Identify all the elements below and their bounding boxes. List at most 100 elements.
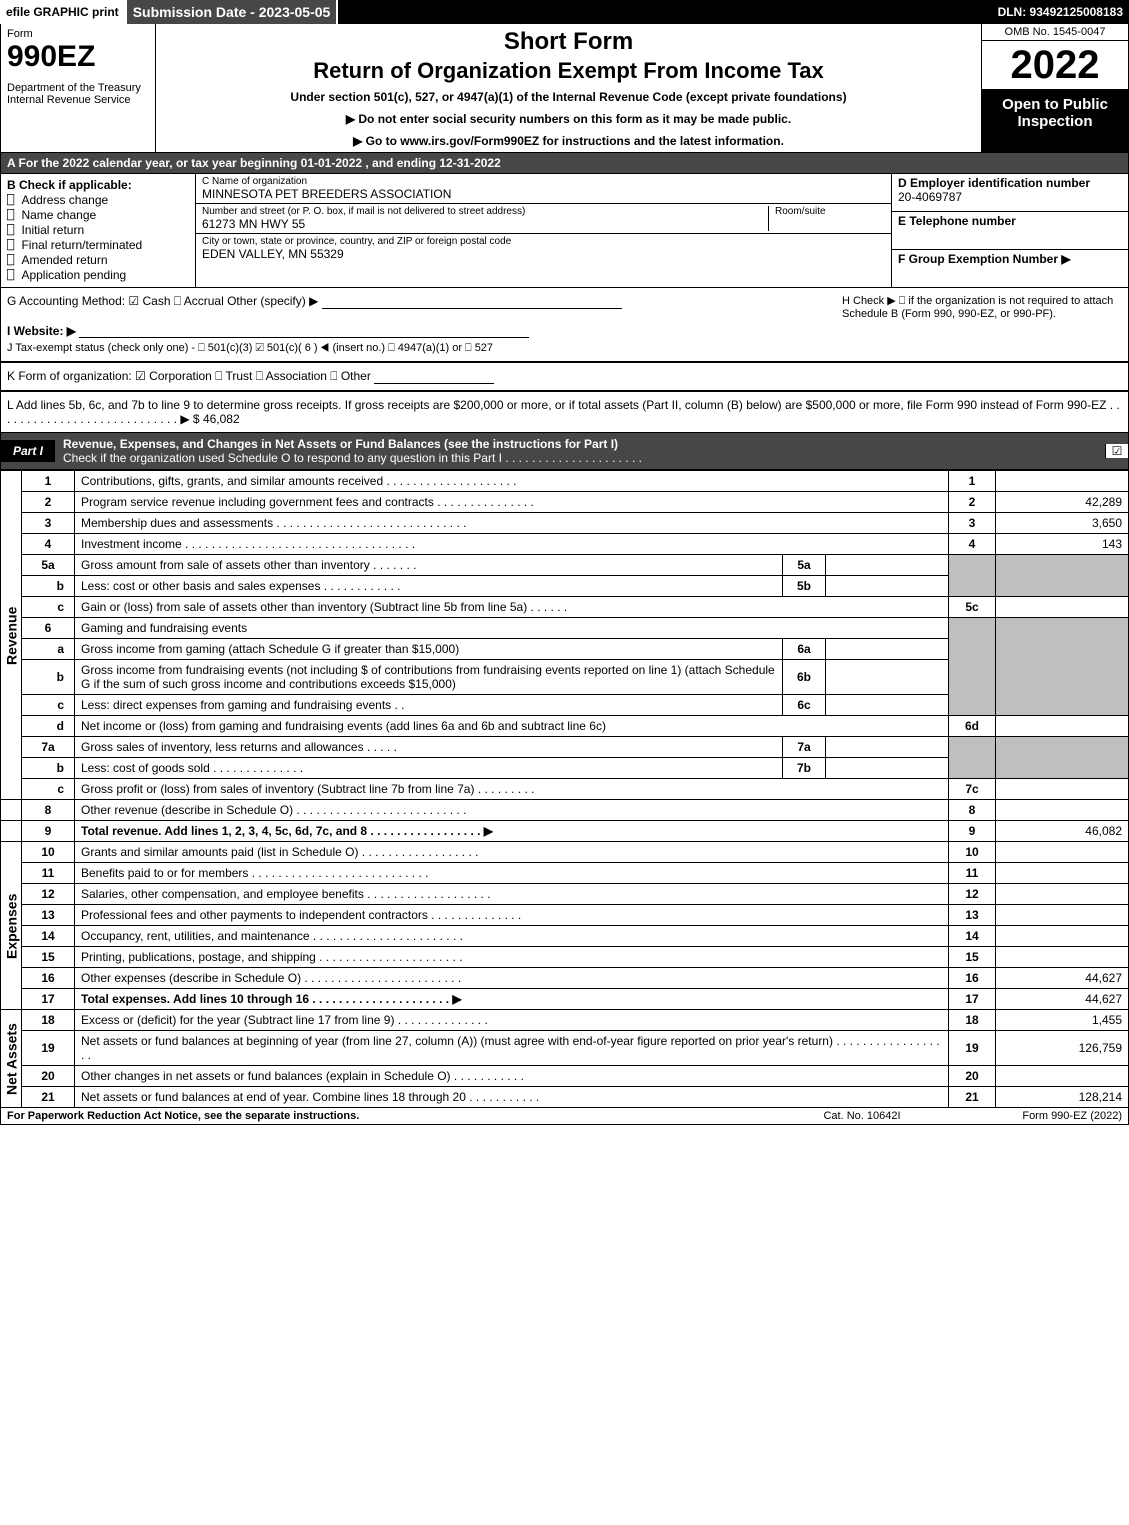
ln-5c-no: c xyxy=(22,597,75,618)
check-amended-return[interactable]: Amended return xyxy=(7,253,189,267)
ln-6c-desc: Less: direct expenses from gaming and fu… xyxy=(75,695,783,716)
ln-5c-rn: 5c xyxy=(949,597,996,618)
ln-11-desc: Benefits paid to or for members . . . . … xyxy=(75,863,949,884)
vlabel-netassets: Net Assets xyxy=(1,1010,22,1108)
ln-21-no: 21 xyxy=(22,1087,75,1108)
vlabel-revenue: Revenue xyxy=(1,471,22,800)
line-k: K Form of organization: ☑ Corporation ⎕ … xyxy=(0,362,1129,391)
ln-7c-val xyxy=(996,779,1129,800)
c-name-label: C Name of organization xyxy=(202,176,885,187)
ln-8-no: 8 xyxy=(22,800,75,821)
box-d-label: D Employer identification number xyxy=(898,176,1122,190)
ln-20-desc: Other changes in net assets or fund bala… xyxy=(75,1066,949,1087)
grey-7v xyxy=(996,737,1129,779)
section-a: A For the 2022 calendar year, or tax yea… xyxy=(0,153,1129,174)
footer-formref: Form 990-EZ (2022) xyxy=(962,1110,1122,1122)
ln-16-rn: 16 xyxy=(949,968,996,989)
ln-3-val: 3,650 xyxy=(996,513,1129,534)
ln-12-rn: 12 xyxy=(949,884,996,905)
ln-6c-no: c xyxy=(22,695,75,716)
ln-4-val: 143 xyxy=(996,534,1129,555)
line-g: G Accounting Method: ☑ Cash ⎕ Accrual Ot… xyxy=(7,294,832,309)
ln-7b-sn: 7b xyxy=(783,758,826,779)
ln-19-val: 126,759 xyxy=(996,1031,1129,1066)
ln-7c-desc: Gross profit or (loss) from sales of inv… xyxy=(75,779,949,800)
footer-left: For Paperwork Reduction Act Notice, see … xyxy=(7,1110,762,1122)
ln-9-desc: Total revenue. Add lines 1, 2, 3, 4, 5c,… xyxy=(75,821,949,842)
top-spacer xyxy=(338,0,991,24)
ln-7b-no: b xyxy=(22,758,75,779)
check-name-change[interactable]: Name change xyxy=(7,208,189,222)
ln-14-no: 14 xyxy=(22,926,75,947)
ln-19-no: 19 xyxy=(22,1031,75,1066)
info-grid: B Check if applicable: Address change Na… xyxy=(0,174,1129,288)
ln-8-desc: Other revenue (describe in Schedule O) .… xyxy=(75,800,949,821)
ln-5c-val xyxy=(996,597,1129,618)
ln-3-rn: 3 xyxy=(949,513,996,534)
ln-7c-no: c xyxy=(22,779,75,800)
ln-5b-desc: Less: cost or other basis and sales expe… xyxy=(75,576,783,597)
grey-6 xyxy=(949,618,996,716)
box-c: C Name of organization MINNESOTA PET BRE… xyxy=(196,174,891,287)
vlabel-expenses: Expenses xyxy=(1,842,22,1010)
check-initial-return[interactable]: Initial return xyxy=(7,223,189,237)
check-address-change[interactable]: Address change xyxy=(7,193,189,207)
check-application-pending[interactable]: Application pending xyxy=(7,268,189,282)
ln-16-desc: Other expenses (describe in Schedule O) … xyxy=(75,968,949,989)
room-suite-label: Room/suite xyxy=(775,206,885,217)
open-to-public: Open to Public Inspection xyxy=(982,90,1128,152)
ln-7c-rn: 7c xyxy=(949,779,996,800)
ln-13-rn: 13 xyxy=(949,905,996,926)
ln-6b-no: b xyxy=(22,660,75,695)
ln-13-no: 13 xyxy=(22,905,75,926)
efile-print[interactable]: efile GRAPHIC print xyxy=(0,0,127,24)
ln-15-no: 15 xyxy=(22,947,75,968)
goto-link[interactable]: Go to www.irs.gov/Form990EZ for instruct… xyxy=(168,134,969,148)
ln-5b-sn: 5b xyxy=(783,576,826,597)
under-section: Under section 501(c), 527, or 4947(a)(1)… xyxy=(168,90,969,104)
ln-6a-sv xyxy=(826,639,949,660)
check-final-return[interactable]: Final return/terminated xyxy=(7,238,189,252)
ln-8-rn: 8 xyxy=(949,800,996,821)
top-bar: efile GRAPHIC print Submission Date - 20… xyxy=(0,0,1129,24)
ln-21-rn: 21 xyxy=(949,1087,996,1108)
ln-6-desc: Gaming and fundraising events xyxy=(75,618,949,639)
part1-check[interactable]: ☑ xyxy=(1105,444,1128,458)
ln-6d-desc: Net income or (loss) from gaming and fun… xyxy=(75,716,949,737)
ln-7b-sv xyxy=(826,758,949,779)
ln-14-val xyxy=(996,926,1129,947)
ln-21-val: 128,214 xyxy=(996,1087,1129,1108)
ln-2-desc: Program service revenue including govern… xyxy=(75,492,949,513)
submission-date: Submission Date - 2023-05-05 xyxy=(127,0,339,24)
org-street: 61273 MN HWY 55 xyxy=(202,217,768,231)
form-header: Form 990EZ Department of the Treasury In… xyxy=(0,24,1129,153)
block-ghij: G Accounting Method: ☑ Cash ⎕ Accrual Ot… xyxy=(0,288,1129,362)
title-short: Short Form xyxy=(168,28,969,56)
ln-7a-no: 7a xyxy=(22,737,75,758)
ln-17-desc: Total expenses. Add lines 10 through 16 … xyxy=(75,989,949,1010)
ln-2-val: 42,289 xyxy=(996,492,1129,513)
ln-17-val: 44,627 xyxy=(996,989,1129,1010)
ln-6a-sn: 6a xyxy=(783,639,826,660)
box-f-label: F Group Exemption Number ▶ xyxy=(898,252,1122,266)
omb-number: OMB No. 1545-0047 xyxy=(982,24,1128,41)
ln-6a-no: a xyxy=(22,639,75,660)
ln-10-no: 10 xyxy=(22,842,75,863)
line-l: L Add lines 5b, 6c, and 7b to line 9 to … xyxy=(0,391,1129,433)
part1-header: Part I Revenue, Expenses, and Changes in… xyxy=(0,433,1129,470)
box-e-label: E Telephone number xyxy=(898,214,1122,228)
ln-4-rn: 4 xyxy=(949,534,996,555)
ln-3-no: 3 xyxy=(22,513,75,534)
ln-11-rn: 11 xyxy=(949,863,996,884)
ln-12-val xyxy=(996,884,1129,905)
ln-11-no: 11 xyxy=(22,863,75,884)
ln-12-desc: Salaries, other compensation, and employ… xyxy=(75,884,949,905)
ln-8-val xyxy=(996,800,1129,821)
tax-year: 2022 xyxy=(982,41,1128,90)
ln-15-val xyxy=(996,947,1129,968)
ln-6b-sv xyxy=(826,660,949,695)
ln-7a-desc: Gross sales of inventory, less returns a… xyxy=(75,737,783,758)
ln-2-no: 2 xyxy=(22,492,75,513)
ln-3-desc: Membership dues and assessments . . . . … xyxy=(75,513,949,534)
ln-5c-desc: Gain or (loss) from sale of assets other… xyxy=(75,597,949,618)
